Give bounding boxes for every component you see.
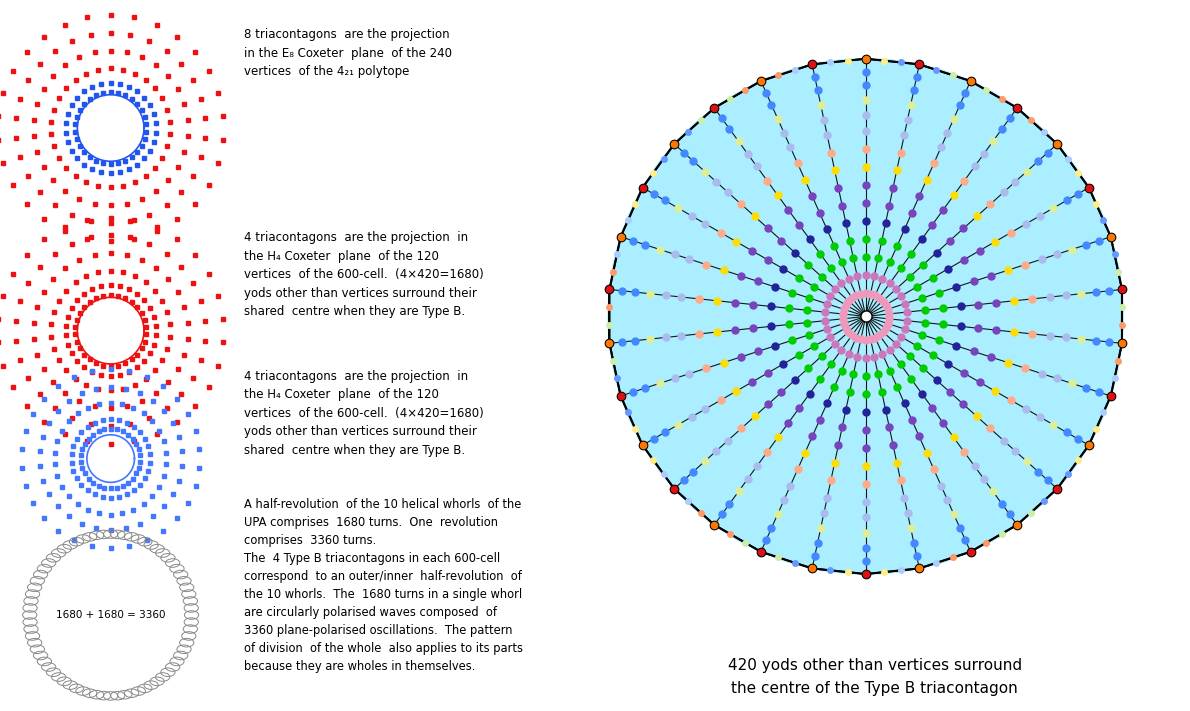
Text: 8 triacontagons  are the projection
in the E₈ Coxeter  plane  of the 240
vertice: 8 triacontagons are the projection in th…	[244, 28, 452, 78]
Polygon shape	[608, 59, 1123, 574]
Text: 1680 + 1680 = 3360: 1680 + 1680 = 3360	[56, 610, 165, 620]
Text: 420 yods other than vertices surround
the centre of the Type B triacontagon: 420 yods other than vertices surround th…	[727, 658, 1022, 696]
Text: 4 triacontagons  are the projection  in
the H₄ Coxeter  plane  of the 120
vertic: 4 triacontagons are the projection in th…	[244, 231, 483, 318]
Text: 4 triacontagons  are the projection  in
the H₄ Coxeter  plane  of the 120
vertic: 4 triacontagons are the projection in th…	[244, 370, 483, 456]
Text: A half-revolution  of the 10 helical whorls  of the
UPA comprises  1680 turns.  : A half-revolution of the 10 helical whor…	[244, 498, 522, 673]
